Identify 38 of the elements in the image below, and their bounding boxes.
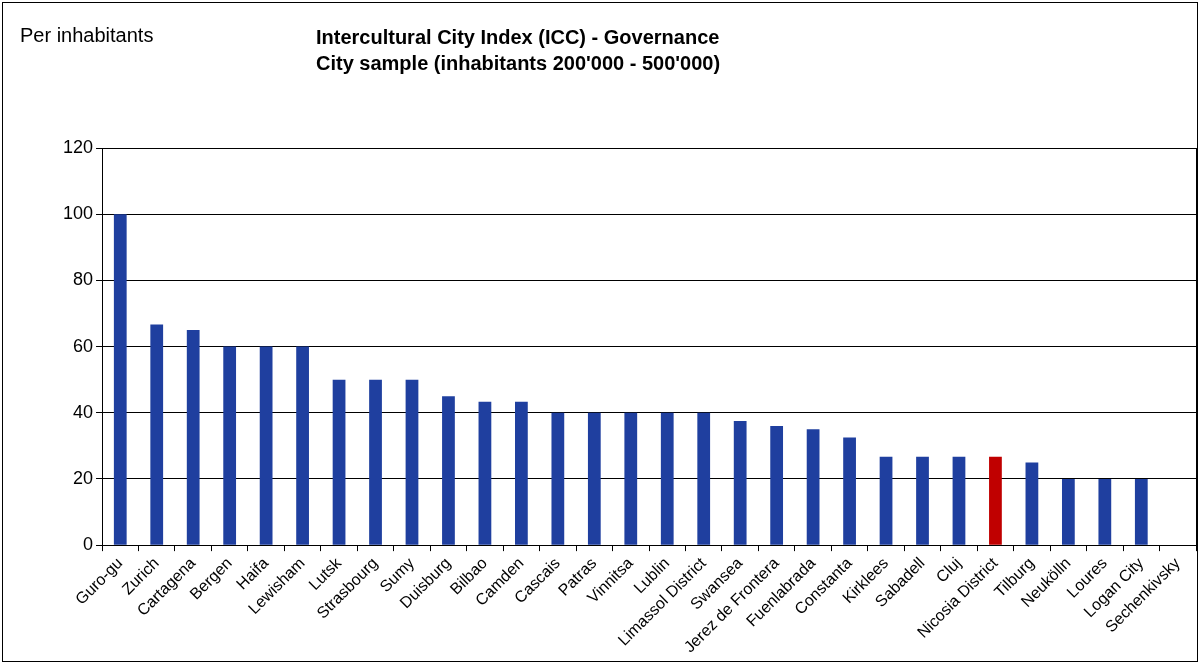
bar xyxy=(1134,478,1148,545)
bar xyxy=(697,412,711,545)
bar xyxy=(879,456,893,545)
bar xyxy=(587,412,601,545)
y-tick-label: 80 xyxy=(73,269,94,290)
bar xyxy=(405,379,419,545)
bar xyxy=(223,346,237,545)
bar xyxy=(989,456,1002,545)
y-tick-label: 40 xyxy=(73,401,94,422)
y-tick-label: 20 xyxy=(73,467,94,488)
bar xyxy=(916,456,929,545)
bar xyxy=(1098,478,1112,545)
bar xyxy=(369,379,382,545)
bar xyxy=(733,421,747,545)
y-tick-label: 60 xyxy=(73,335,94,356)
bar xyxy=(770,425,784,545)
bar xyxy=(806,429,820,545)
bar xyxy=(332,379,346,545)
bar xyxy=(186,330,200,545)
bar xyxy=(515,401,528,545)
bar xyxy=(551,412,565,545)
bar xyxy=(442,396,455,545)
y-tick-label: 0 xyxy=(83,534,94,555)
y-tick-label: 100 xyxy=(62,203,94,224)
y-tick-label: 120 xyxy=(62,136,94,157)
y-axis-title: Per inhabitants xyxy=(20,24,154,47)
bar xyxy=(843,437,856,545)
bar xyxy=(150,324,164,545)
chart-title: Intercultural City Index (ICC) - Governance City sample (inhabitants 200'000 - 500'000) xyxy=(316,25,721,76)
bar xyxy=(478,401,492,545)
bar xyxy=(624,412,638,545)
bar xyxy=(113,214,127,545)
bar xyxy=(660,412,674,545)
bar xyxy=(1025,462,1039,545)
bar xyxy=(296,346,309,545)
bar xyxy=(259,346,273,545)
bar xyxy=(1061,478,1075,545)
bar xyxy=(952,456,966,545)
